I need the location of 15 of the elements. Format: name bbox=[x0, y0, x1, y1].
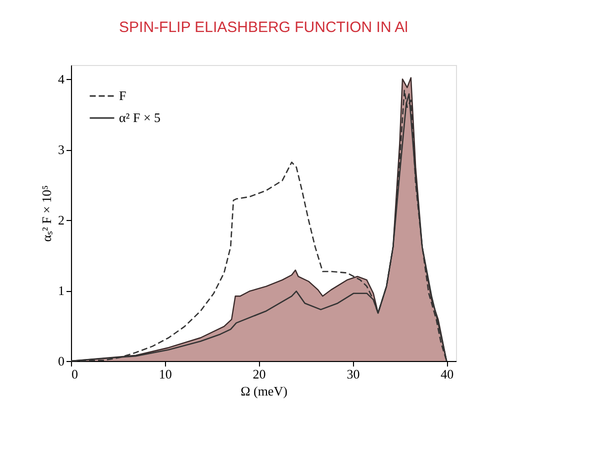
x-tick-label: 40 bbox=[440, 366, 454, 382]
y-tick-label: 4 bbox=[58, 72, 65, 87]
legend-label: α² F × 5 bbox=[119, 110, 161, 125]
y-axis-title: αₛ² F × 10⁵ bbox=[39, 185, 54, 242]
y-tick-label: 0 bbox=[58, 354, 64, 368]
x-axis-title: Ω (meV) bbox=[240, 384, 288, 398]
x-tick-label: 0 bbox=[72, 366, 78, 382]
y-tick-label: 3 bbox=[58, 142, 64, 158]
x-tick-label: 10 bbox=[158, 366, 172, 382]
y-tick-label: 1 bbox=[58, 283, 64, 298]
x-tick-label: 30 bbox=[346, 366, 360, 382]
legend-label: F bbox=[119, 88, 126, 103]
x-tick-label: 20 bbox=[252, 366, 266, 382]
y-tick-label: 2 bbox=[58, 212, 64, 228]
chart-title: SPIN-FLIP ELIASHBERG FUNCTION IN Al bbox=[119, 19, 408, 36]
